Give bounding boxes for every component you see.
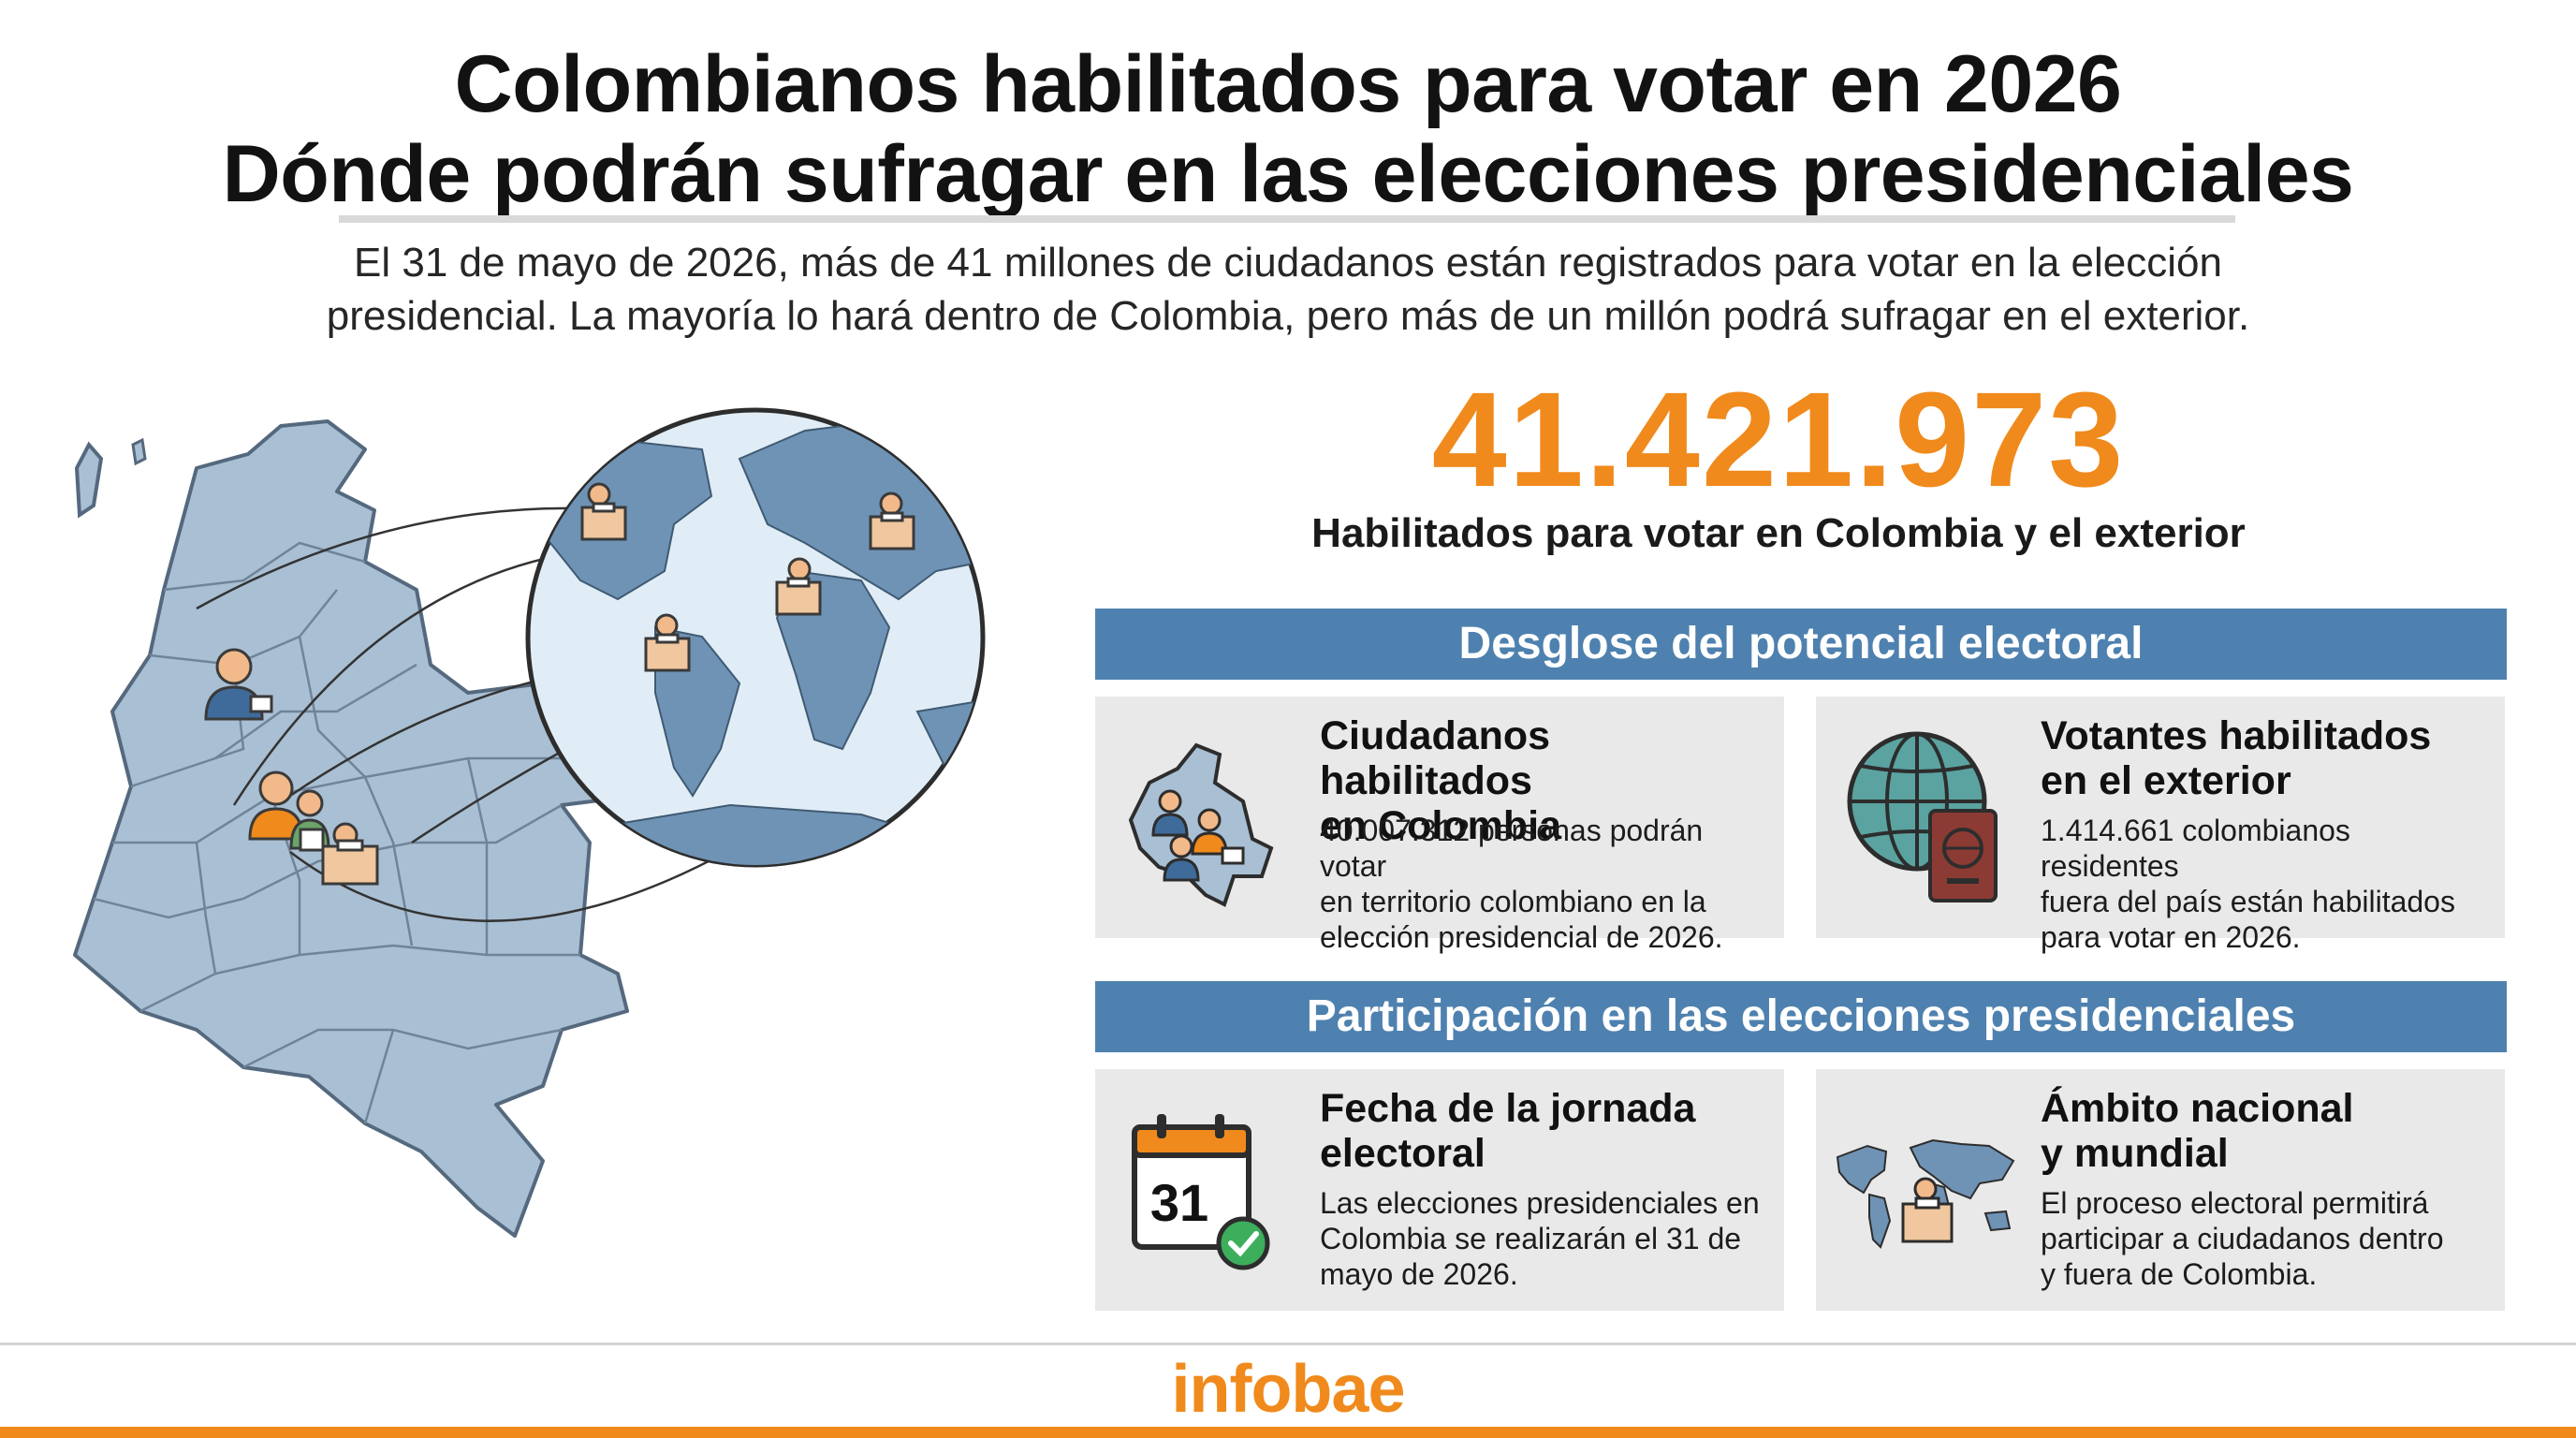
card-text: Las elecciones presidenciales en Colombi… [1320, 1186, 1760, 1291]
title-line-2: Dónde podrán sufragar en las elecciones … [222, 129, 2354, 219]
total-voters-label: Habilitados para votar en Colombia y el … [1311, 510, 2246, 556]
total-voters-number: 41.421.973 [1431, 364, 2126, 515]
infobae-logo: infobae [1171, 1352, 1405, 1427]
globe-ballot-boxes [580, 482, 915, 672]
card-title: Ámbito nacional y mundial [2041, 1086, 2354, 1176]
intro-line-2: presidencial. La mayoría lo hará dentro … [326, 293, 2250, 339]
globe-passport-icon [1847, 731, 1998, 902]
map-globe-graphic [73, 407, 986, 1238]
intro-line-1: El 31 de mayo de 2026, más de 41 millone… [354, 240, 2222, 286]
card-scope: Ámbito nacional y mundial El proceso ele… [1816, 1069, 2505, 1311]
map-voter-figures [204, 648, 379, 886]
footer-divider [0, 1343, 2576, 1345]
title-line-1: Colombianos habilitados para votar en 20… [454, 39, 2122, 129]
card-title: Votantes habilitados en el exterior [2041, 713, 2432, 803]
card-colombia-voters: Ciudadanos habilitados en Colombia 40.00… [1095, 697, 1784, 954]
card-title: Ciudadanos habilitados en Colombia [1320, 713, 1562, 848]
calendar-day: 31 [1150, 1173, 1208, 1232]
colombia-shape [73, 419, 657, 1238]
page-title: Colombianos habilitados para votar en 20… [0, 39, 2576, 219]
section-header-breakdown: Desglose del potencial electoral [1095, 609, 2507, 680]
colombia-voters-icon [1128, 742, 1274, 907]
title-divider [339, 215, 2235, 223]
card-text: 40.007.312 personas podrán votar en terr… [1320, 814, 1723, 954]
world-map-ballot-icon [1836, 1138, 2015, 1249]
section-header-participation: Participación en las elecciones presiden… [1095, 981, 2507, 1052]
colombia-map-illustration [56, 356, 1086, 1273]
card-text: 1.414.661 colombianos residentes fuera d… [2041, 814, 2455, 954]
card-title: Fecha de la jornada electoral [1320, 1086, 1696, 1176]
card-text: El proceso electoral permitirá participa… [2041, 1186, 2444, 1291]
calendar-check-icon: 31 [1132, 1114, 1270, 1270]
card-election-date: 31 Fecha de la jornada electoral Las ele… [1095, 1069, 1784, 1311]
card-exterior-voters: Votantes habilitados en el exterior 1.41… [1816, 697, 2505, 954]
intro-text: El 31 de mayo de 2026, más de 41 millone… [281, 236, 2295, 343]
footer-accent-bar [0, 1427, 2576, 1438]
